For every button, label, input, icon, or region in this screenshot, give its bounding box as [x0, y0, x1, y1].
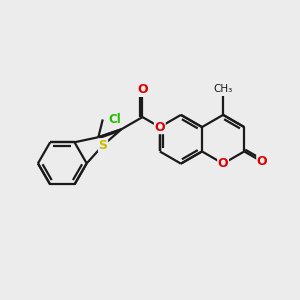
- Text: Cl: Cl: [108, 113, 121, 126]
- Text: O: O: [218, 157, 228, 170]
- Text: O: O: [138, 82, 148, 96]
- Text: CH₃: CH₃: [214, 84, 233, 94]
- Text: S: S: [98, 139, 107, 152]
- Text: O: O: [257, 155, 267, 168]
- Text: O: O: [154, 121, 165, 134]
